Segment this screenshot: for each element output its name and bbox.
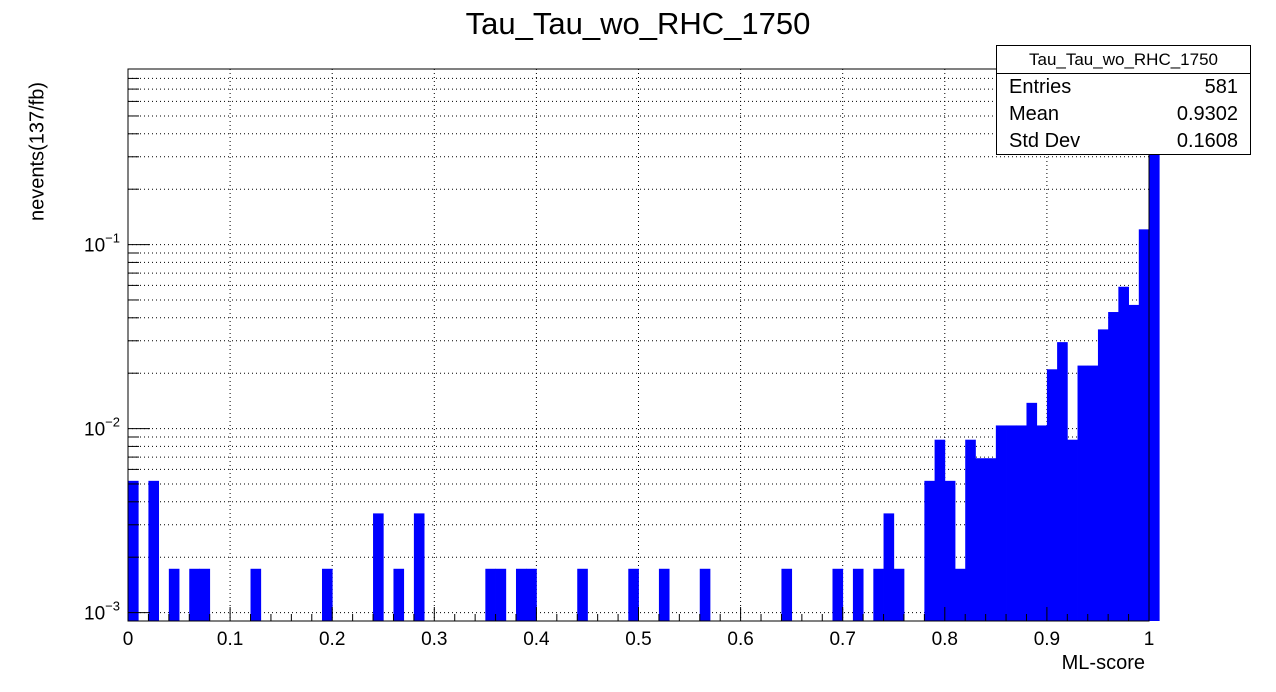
x-tick-label: 0.4 bbox=[523, 629, 550, 650]
histogram-bar bbox=[1016, 425, 1027, 621]
histogram-bar bbox=[1087, 365, 1099, 621]
x-tick-label: 0.9 bbox=[1034, 629, 1060, 650]
x-tick-label: 0.6 bbox=[727, 629, 753, 650]
histogram-bar bbox=[883, 513, 895, 621]
histogram-bar bbox=[1057, 342, 1068, 621]
x-tick-label: 0.8 bbox=[932, 629, 958, 650]
histogram-bar bbox=[250, 568, 262, 621]
histogram-bar bbox=[1077, 365, 1089, 621]
stats-box-title: Tau_Tau_wo_RHC_1750 bbox=[997, 46, 1250, 74]
stats-label: Entries bbox=[1009, 76, 1072, 98]
x-tick-label: 0.2 bbox=[319, 629, 345, 650]
stats-row-mean: Mean 0.9302 bbox=[997, 101, 1250, 128]
histogram-bar bbox=[1108, 312, 1119, 621]
histogram-bar bbox=[1097, 329, 1109, 621]
histogram-bar bbox=[873, 568, 884, 621]
histogram-bar bbox=[934, 439, 946, 621]
histogram-bar bbox=[955, 568, 966, 621]
histogram-bar bbox=[658, 568, 670, 621]
histogram-bar bbox=[944, 480, 956, 621]
histogram-bar bbox=[393, 568, 405, 621]
histogram-bar bbox=[975, 458, 987, 621]
x-tick-label: 0.5 bbox=[625, 629, 651, 650]
histogram-bar bbox=[1118, 286, 1129, 621]
x-tick-label: 0.3 bbox=[421, 629, 447, 650]
histogram-bar bbox=[1128, 304, 1140, 621]
histogram-bar bbox=[995, 425, 1007, 621]
histogram-bar bbox=[832, 568, 844, 621]
histogram-bar bbox=[699, 568, 711, 621]
y-tick-label: 10−1 bbox=[84, 231, 120, 257]
stats-value: 0.1608 bbox=[1176, 130, 1238, 152]
y-tick-label: 10−3 bbox=[84, 599, 120, 625]
histogram-bar bbox=[189, 568, 200, 621]
stats-value: 0.9302 bbox=[1176, 103, 1238, 125]
histogram-bar bbox=[1149, 149, 1160, 621]
stats-row-stddev: Std Dev 0.1608 bbox=[997, 128, 1250, 155]
histogram-bar bbox=[985, 458, 997, 621]
histogram-bar bbox=[495, 568, 507, 621]
histogram-bar bbox=[148, 480, 160, 621]
histogram-bar bbox=[321, 568, 333, 621]
histogram-bar bbox=[1067, 439, 1078, 621]
chart-title: Tau_Tau_wo_RHC_1750 bbox=[465, 6, 811, 41]
stats-label: Mean bbox=[1009, 103, 1060, 125]
histogram-bar bbox=[893, 568, 905, 621]
histogram-bar bbox=[781, 568, 793, 621]
stats-box: Tau_Tau_wo_RHC_1750 Entries 581 Mean 0.9… bbox=[996, 45, 1251, 155]
histogram-bar bbox=[628, 568, 639, 621]
stats-value: 581 bbox=[1204, 76, 1238, 98]
histogram-bar bbox=[1036, 425, 1048, 621]
histogram-bar bbox=[373, 513, 384, 621]
histogram-bar bbox=[485, 568, 496, 621]
x-tick-label: 0 bbox=[123, 629, 134, 650]
histogram-bar bbox=[168, 568, 180, 621]
histogram-bar bbox=[924, 480, 935, 621]
histogram-bar bbox=[413, 513, 425, 621]
histogram-bar bbox=[199, 568, 211, 621]
histogram-bar bbox=[965, 439, 976, 621]
y-tick-label: 10−2 bbox=[84, 415, 120, 441]
histogram-bar bbox=[1046, 369, 1058, 621]
histogram-bar bbox=[526, 568, 537, 621]
stats-row-entries: Entries 581 bbox=[997, 74, 1250, 101]
x-tick-label: 1 bbox=[1144, 629, 1155, 650]
histogram-bar bbox=[128, 480, 139, 621]
histogram-bar bbox=[1138, 229, 1150, 621]
histogram-bar bbox=[515, 568, 527, 621]
histogram-bar bbox=[1006, 425, 1017, 621]
histogram-bar bbox=[852, 568, 864, 621]
stats-label: Std Dev bbox=[1009, 130, 1081, 152]
histogram-bar bbox=[577, 568, 588, 621]
x-tick-label: 0.7 bbox=[829, 629, 855, 650]
x-axis-label: ML-score bbox=[1061, 652, 1145, 674]
x-tick-label: 0.1 bbox=[217, 629, 243, 650]
histogram-bar bbox=[1026, 402, 1038, 621]
